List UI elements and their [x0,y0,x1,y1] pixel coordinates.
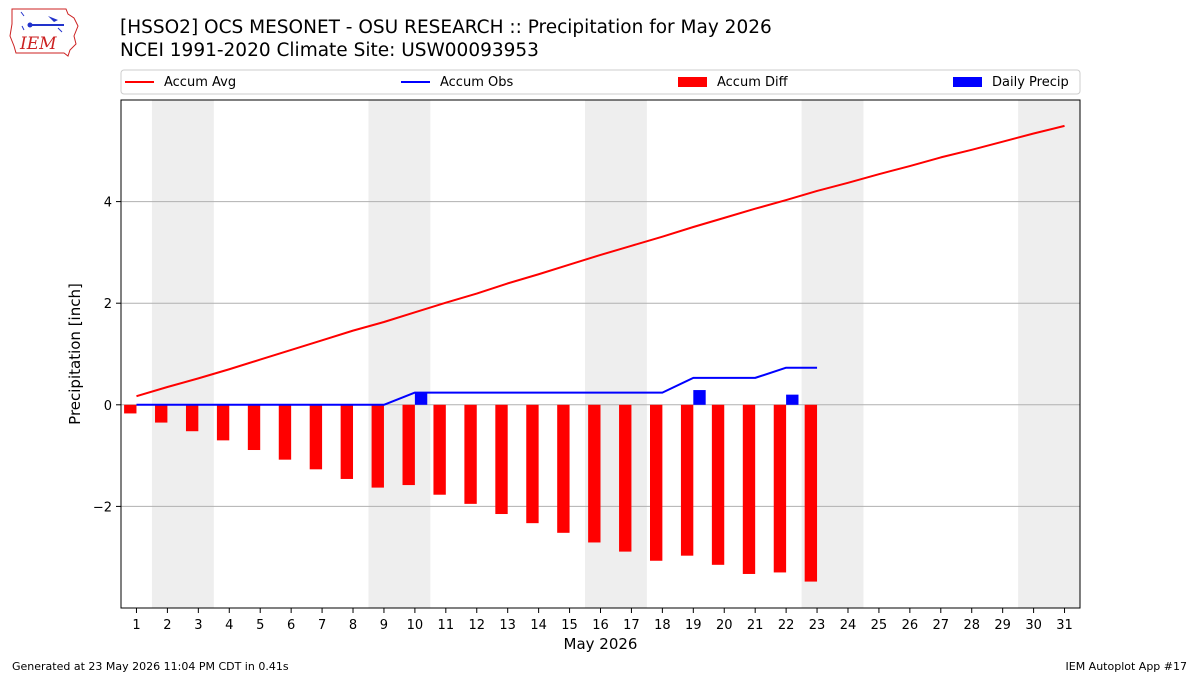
accum-obs-line [136,366,818,406]
accum-diff-bar [433,404,446,495]
accum-diff-bar [742,404,756,574]
y-axis-label: Precipitation [inch] [66,283,84,425]
weekend-band [151,100,214,608]
accum-diff-bar [680,404,694,556]
accum-diff-bar [649,404,663,561]
x-tick-label: 15 [561,618,578,633]
legend-swatch [678,77,707,87]
legend-entry: Accum Avg [164,75,236,90]
x-tick-label: 24 [840,618,857,633]
accum-diff-bar [495,404,508,515]
x-tick-label: 12 [468,618,485,633]
accum-diff-bar [526,404,539,524]
weekend-band [1018,100,1080,608]
autoplot-app-label: IEM Autoplot App #17 [1065,660,1188,673]
accum-diff-bar [402,404,415,486]
accum-avg-line [136,124,1065,398]
accum-diff-bar [185,404,199,432]
x-tick-label: 22 [778,618,795,633]
daily-precip-bar [693,390,706,405]
x-tick-label: 9 [380,618,388,633]
legend-entry: Accum Obs [440,75,513,90]
x-tick-label: 27 [933,618,950,633]
logo-text: IEM [19,34,57,54]
x-tick-label: 14 [530,618,547,633]
chart-subtitle: NCEI 1991-2020 Climate Site: USW00093953 [120,40,539,61]
accum-diff-bar [557,404,570,533]
x-tick-label: 16 [592,618,609,633]
x-tick-label: 26 [902,618,919,633]
chart-title: [HSSO2] OCS MESONET - OSU RESEARCH :: Pr… [120,17,772,38]
x-tick-label: 25 [871,618,888,633]
accum-diff-bar [711,404,725,565]
x-tick-label: 11 [438,618,455,633]
legend-box [120,69,1081,95]
y-tick-label: 0 [104,399,112,414]
accum-diff-bar [247,404,261,451]
accum-diff-bar [309,404,323,470]
x-tick-label: 20 [716,618,733,633]
weekend-band [368,100,431,608]
y-tick-label: 4 [104,196,112,211]
y-tick-label: −2 [93,500,112,515]
accum-diff-bar [804,404,818,582]
x-tick-label: 17 [623,618,640,633]
x-tick-label: 21 [747,618,764,633]
x-tick-label: 19 [685,618,702,633]
legend-entry: Daily Precip [992,75,1069,90]
x-tick-label: 2 [163,618,171,633]
daily-precip-bar [786,394,799,405]
x-tick-label: 5 [256,618,264,633]
x-tick-label: 30 [1025,618,1042,633]
legend-swatch [953,77,982,87]
x-tick-label: 28 [963,618,980,633]
x-tick-label: 4 [225,618,233,633]
accum-diff-bar [619,404,632,552]
x-tick-label: 7 [318,618,326,633]
x-tick-label: 8 [349,618,357,633]
iowa-state-outline-logo-icon [9,8,79,57]
generated-timestamp: Generated at 23 May 2026 11:04 PM CDT in… [12,660,289,673]
y-tick-label: 2 [104,297,112,312]
accum-diff-bar [588,404,601,543]
x-tick-label: 18 [654,618,671,633]
accum-diff-bar [124,404,137,414]
x-tick-label: 1 [132,618,140,633]
x-tick-label: 23 [809,618,826,633]
x-tick-label: 13 [499,618,516,633]
x-axis-label: May 2026 [564,635,638,653]
x-tick-label: 29 [994,618,1011,633]
accum-diff-bar [278,404,292,460]
iem-logo: IEM [9,8,79,57]
accum-diff-bar [216,404,230,441]
x-tick-label: 6 [287,618,295,633]
accum-diff-bar [155,404,168,423]
legend-entry: Accum Diff [717,75,789,90]
accum-diff-bar [340,404,354,479]
accum-diff-bar [371,404,384,488]
accum-diff-bar [464,404,477,504]
daily-precip-bar [414,392,428,405]
x-tick-label: 3 [194,618,202,633]
accum-diff-bar [773,404,787,573]
x-tick-label: 31 [1056,618,1073,633]
x-tick-label: 10 [407,618,424,633]
